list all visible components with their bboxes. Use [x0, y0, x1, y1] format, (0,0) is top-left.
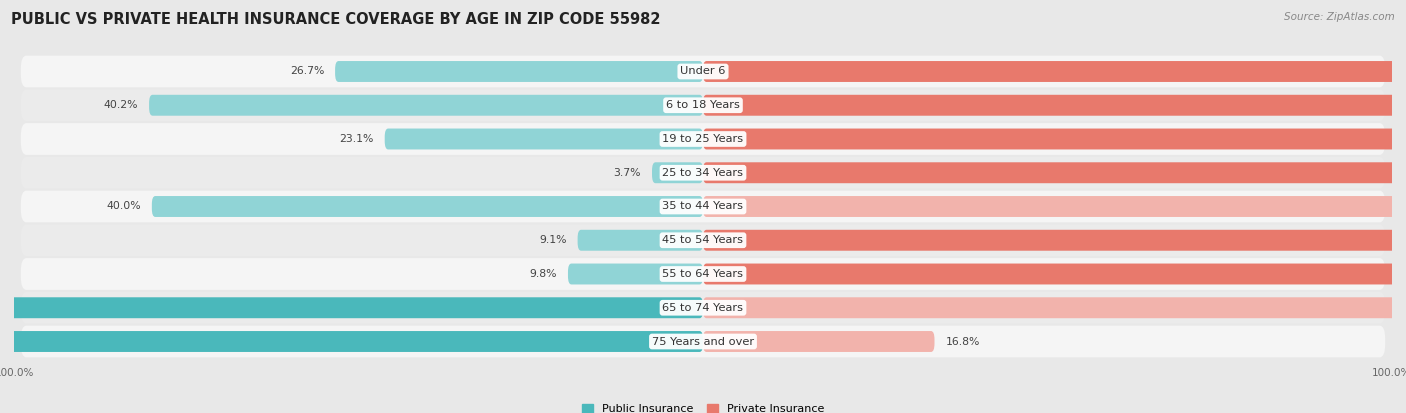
Text: Source: ZipAtlas.com: Source: ZipAtlas.com: [1284, 12, 1395, 22]
FancyBboxPatch shape: [703, 128, 1406, 150]
FancyBboxPatch shape: [652, 162, 703, 183]
FancyBboxPatch shape: [21, 224, 1385, 256]
Text: 3.7%: 3.7%: [613, 168, 641, 178]
FancyBboxPatch shape: [0, 297, 703, 318]
FancyBboxPatch shape: [0, 331, 703, 352]
FancyBboxPatch shape: [703, 263, 1406, 285]
FancyBboxPatch shape: [21, 258, 1385, 290]
Text: 55 to 64 Years: 55 to 64 Years: [662, 269, 744, 279]
FancyBboxPatch shape: [21, 56, 1385, 88]
Legend: Public Insurance, Private Insurance: Public Insurance, Private Insurance: [582, 404, 824, 413]
FancyBboxPatch shape: [21, 325, 1385, 357]
Text: 26.7%: 26.7%: [290, 66, 325, 76]
Text: 16.8%: 16.8%: [945, 337, 980, 347]
Text: 19 to 25 Years: 19 to 25 Years: [662, 134, 744, 144]
Text: 40.0%: 40.0%: [107, 202, 141, 211]
FancyBboxPatch shape: [578, 230, 703, 251]
FancyBboxPatch shape: [21, 292, 1385, 324]
FancyBboxPatch shape: [335, 61, 703, 82]
FancyBboxPatch shape: [21, 157, 1385, 189]
Text: 9.8%: 9.8%: [530, 269, 557, 279]
FancyBboxPatch shape: [703, 331, 935, 352]
Text: 23.1%: 23.1%: [339, 134, 374, 144]
Text: 35 to 44 Years: 35 to 44 Years: [662, 202, 744, 211]
Text: 25 to 34 Years: 25 to 34 Years: [662, 168, 744, 178]
Text: Under 6: Under 6: [681, 66, 725, 76]
FancyBboxPatch shape: [703, 196, 1406, 217]
FancyBboxPatch shape: [703, 95, 1406, 116]
Text: 75 Years and over: 75 Years and over: [652, 337, 754, 347]
Text: 45 to 54 Years: 45 to 54 Years: [662, 235, 744, 245]
FancyBboxPatch shape: [152, 196, 703, 217]
FancyBboxPatch shape: [21, 191, 1385, 222]
Text: 40.2%: 40.2%: [104, 100, 138, 110]
Text: 9.1%: 9.1%: [538, 235, 567, 245]
FancyBboxPatch shape: [703, 61, 1406, 82]
FancyBboxPatch shape: [21, 123, 1385, 155]
FancyBboxPatch shape: [568, 263, 703, 285]
Text: PUBLIC VS PRIVATE HEALTH INSURANCE COVERAGE BY AGE IN ZIP CODE 55982: PUBLIC VS PRIVATE HEALTH INSURANCE COVER…: [11, 12, 661, 27]
FancyBboxPatch shape: [703, 162, 1406, 183]
FancyBboxPatch shape: [385, 128, 703, 150]
FancyBboxPatch shape: [21, 89, 1385, 121]
Text: 65 to 74 Years: 65 to 74 Years: [662, 303, 744, 313]
Text: 6 to 18 Years: 6 to 18 Years: [666, 100, 740, 110]
FancyBboxPatch shape: [149, 95, 703, 116]
FancyBboxPatch shape: [703, 297, 1406, 318]
FancyBboxPatch shape: [703, 230, 1406, 251]
